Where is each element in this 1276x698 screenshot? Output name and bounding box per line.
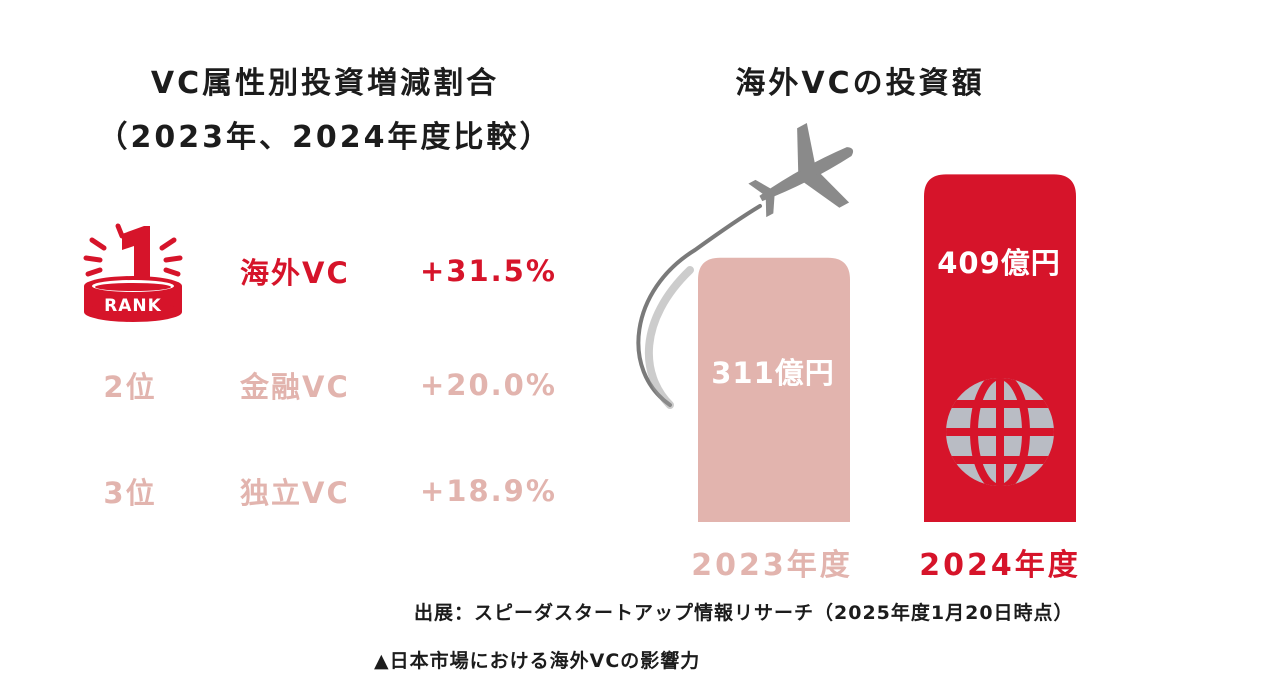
x-tick-2024: 2024年度 <box>919 548 1081 583</box>
source-note: 出展：スピーダスタートアップ情報リサーチ（2025年度1月20日時点） <box>414 602 1074 624</box>
caption: ▲日本市場における海外VCの影響力 <box>374 650 701 672</box>
rank-name: 金融VC <box>240 370 350 404</box>
bar-label-2024: 409億円 <box>937 246 1061 280</box>
rank-value: +20.0% <box>420 368 557 402</box>
rank-value: +31.5% <box>420 254 557 288</box>
rank-badge-icon: RANK <box>78 220 188 325</box>
left-title-line2: （2023年、2024年度比較） <box>97 120 553 155</box>
rank-row-2: 2位 金融VC +20.0% <box>80 360 560 410</box>
rank-number: 2位 <box>103 370 157 404</box>
rank-number: 3位 <box>103 476 157 510</box>
bar-label-2023: 311億円 <box>711 356 835 390</box>
bar-2023年度 <box>698 257 850 522</box>
rank-value: +18.9% <box>420 474 557 508</box>
globe-icon <box>944 376 1056 488</box>
rank-name: 海外VC <box>240 256 350 290</box>
left-title-line1: VC属性別投資増減割合 <box>150 66 500 101</box>
airplane-swoosh <box>620 120 880 420</box>
x-tick-2023: 2023年度 <box>691 548 853 583</box>
rank-row-1: 海外VC +31.5% <box>80 246 560 296</box>
airplane-icon <box>748 123 854 218</box>
chart-title: 海外VCの投資額 <box>735 66 985 101</box>
rank-row-3: 3位 独立VC +18.9% <box>80 466 560 516</box>
rank-badge-text: RANK <box>104 296 162 316</box>
rank-name: 独立VC <box>240 476 350 510</box>
